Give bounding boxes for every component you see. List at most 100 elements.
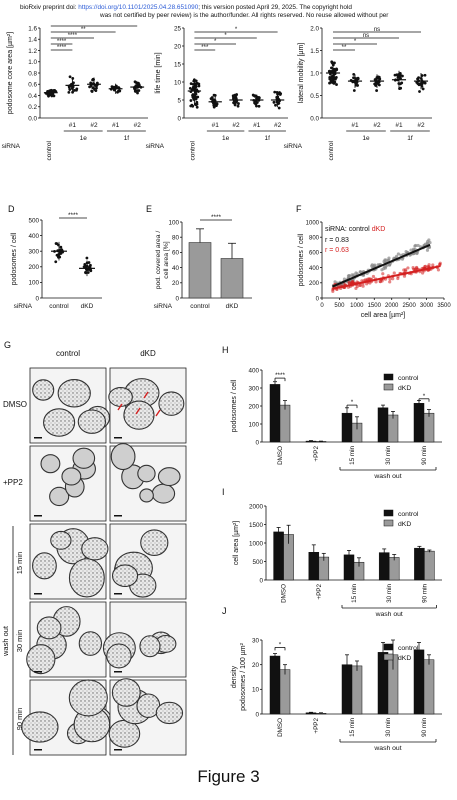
data-point xyxy=(188,86,192,90)
data-point xyxy=(335,83,338,86)
y-tick-label: 0 xyxy=(255,439,259,446)
control-point xyxy=(342,277,347,281)
bar-dKD-0 xyxy=(279,404,291,443)
dkd-point xyxy=(396,276,400,281)
y-axis-label: life time [min] xyxy=(155,52,162,93)
panel-letter-e: E xyxy=(146,204,152,214)
micrograph-15min-control xyxy=(29,523,109,600)
significance-label: **** xyxy=(211,214,222,221)
data-point xyxy=(231,95,235,99)
panel-letter-i: I xyxy=(222,487,225,497)
cell-shape xyxy=(36,616,62,640)
y-tick-label: 500 xyxy=(252,559,263,566)
washout-label: wash out xyxy=(375,611,403,618)
panel-letter-d: D xyxy=(8,204,15,214)
significance-label: *** xyxy=(90,21,98,27)
cell-shape xyxy=(123,400,155,430)
data-point xyxy=(377,83,381,87)
dkd-point xyxy=(388,280,392,284)
panel-e-y-axis: 0 20 40 60 80 100 xyxy=(168,219,183,302)
legend-label-control: control xyxy=(398,511,419,518)
banner-line-1: bioRxiv preprint doi: https://doi.org/10… xyxy=(20,4,352,11)
cell-shape xyxy=(61,467,82,486)
legend-swatch-control xyxy=(383,643,394,651)
bar-control xyxy=(188,242,212,299)
data-point xyxy=(236,104,240,108)
x-tick-label: 500 xyxy=(334,303,345,309)
dot-group-dKD xyxy=(79,256,95,277)
row-label-sirna: siRNA xyxy=(154,303,173,310)
panel-C-y-axis: 0.0 0.5 1.0 1.5 2.0 xyxy=(310,25,323,122)
significance-label: ns xyxy=(363,33,369,39)
dot-group-5 xyxy=(130,80,145,95)
significance-label: ** xyxy=(81,27,86,33)
cell-shape xyxy=(140,529,169,556)
data-point xyxy=(52,89,55,92)
washout-label: wash out xyxy=(373,473,401,480)
panel-letter-h: H xyxy=(222,345,229,355)
y-tick-label: 1000 xyxy=(249,540,264,547)
data-point xyxy=(89,81,93,85)
data-point xyxy=(134,90,137,93)
fit-line-control xyxy=(332,243,431,288)
row-label-2: 15 min xyxy=(15,552,24,575)
category-label: #2 xyxy=(134,122,142,129)
data-point xyxy=(327,69,331,73)
data-point xyxy=(399,73,402,77)
doi-link[interactable]: https://doi.org/10.1101/2025.04.28.65109… xyxy=(78,4,199,11)
significance-label: **** xyxy=(57,45,67,51)
category-label: DMSO xyxy=(277,446,284,465)
data-point xyxy=(191,82,195,86)
data-point xyxy=(273,90,277,94)
data-point xyxy=(137,89,141,92)
cell-shape xyxy=(43,408,76,437)
y-tick-label: 2000 xyxy=(249,503,264,510)
data-point xyxy=(272,100,276,104)
significance-label: * xyxy=(235,27,238,33)
category-label: #1 xyxy=(253,122,261,129)
y-axis-label: podosomes / cell xyxy=(11,232,18,285)
control-point xyxy=(354,271,358,275)
r-dkd: r = 0.63 xyxy=(325,247,349,254)
data-point xyxy=(195,105,199,109)
row-label-3: 30 min xyxy=(15,630,24,653)
y-axis-label-line2: cell area [%] xyxy=(163,241,170,279)
data-point xyxy=(352,89,356,92)
category-label: control xyxy=(190,303,210,310)
scale-bar xyxy=(114,515,122,517)
group-label: 1e xyxy=(222,135,230,142)
data-point xyxy=(328,77,332,81)
data-point xyxy=(48,89,52,93)
control-point xyxy=(387,263,392,267)
micrograph-30min-dkd xyxy=(102,601,187,678)
cell-shape xyxy=(77,409,107,434)
data-point xyxy=(335,68,339,72)
scale-bar xyxy=(114,437,122,439)
x-tick-label: 3500 xyxy=(437,303,451,309)
x-tick-label: 2000 xyxy=(385,303,399,309)
significance-label: **** xyxy=(275,372,285,379)
control-point xyxy=(359,270,363,274)
dot-group-4 xyxy=(250,93,264,108)
data-point xyxy=(73,88,76,92)
y-tick-label: 0 xyxy=(175,295,179,302)
micrograph-dmso-control xyxy=(29,367,111,444)
bar-control-0 xyxy=(269,384,281,443)
micrograph-pp2-control xyxy=(29,445,107,522)
control-point xyxy=(395,254,399,258)
data-point xyxy=(253,94,257,98)
x-axis-label: cell area [µm²] xyxy=(361,312,406,319)
y-axis-label: lateral mobility [µm] xyxy=(298,43,305,103)
cell-shape xyxy=(32,379,55,401)
cell-shape xyxy=(32,552,57,580)
category-label: #1 xyxy=(212,122,220,129)
data-point xyxy=(84,271,88,275)
control-point xyxy=(427,238,431,242)
category-label: 90 min xyxy=(421,446,428,465)
cell-shape xyxy=(157,467,181,487)
cell-shape xyxy=(158,391,185,416)
data-point xyxy=(46,92,50,96)
scale-bar xyxy=(114,749,122,751)
category-label: 30 min xyxy=(385,446,392,465)
y-tick-label: 60 xyxy=(172,250,180,257)
